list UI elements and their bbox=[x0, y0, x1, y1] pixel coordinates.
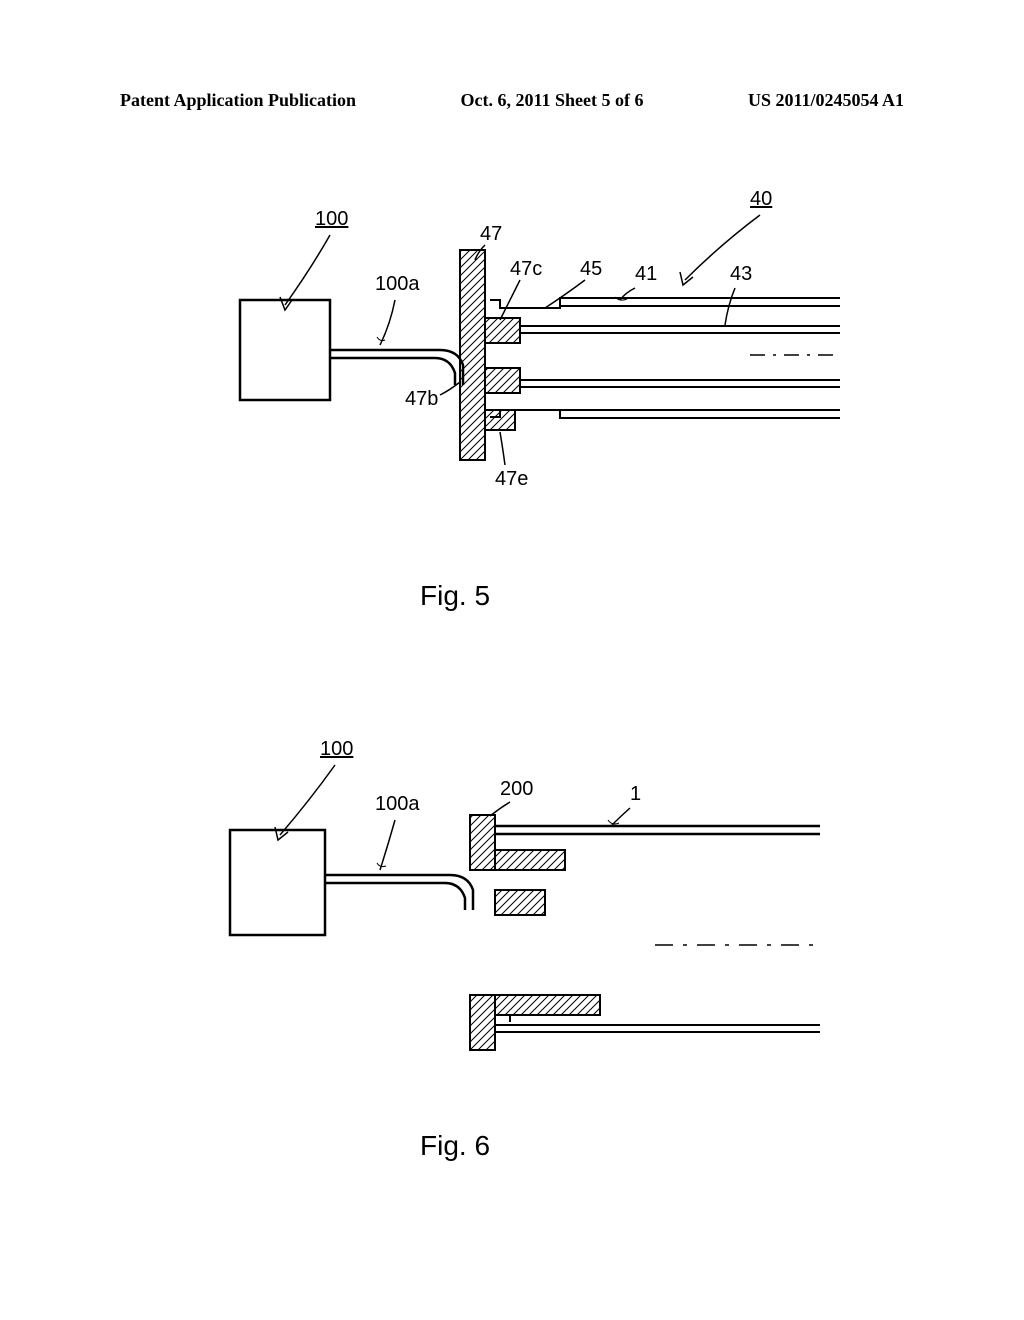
tube-41-bot bbox=[490, 410, 840, 418]
label-100: 100 bbox=[315, 208, 348, 230]
step-bot bbox=[495, 1015, 510, 1022]
leader-47e bbox=[500, 432, 505, 465]
connector-100a-inner-f6 bbox=[325, 883, 465, 910]
box-100-f6 bbox=[230, 830, 325, 935]
block-200-bot bbox=[495, 995, 600, 1015]
block-200-top bbox=[495, 850, 565, 870]
figure-5-svg: 100 100a 47 47c 45 41 43 40 bbox=[180, 180, 840, 580]
leader-47b bbox=[440, 382, 460, 395]
label-41: 41 bbox=[635, 263, 657, 285]
label-47: 47 bbox=[480, 223, 502, 245]
connector-100a-inner bbox=[330, 358, 455, 385]
figure-6: 100 100a 200 1 bbox=[200, 720, 820, 1120]
label-100a: 100a bbox=[375, 273, 420, 295]
label-47b: 47b bbox=[405, 388, 438, 410]
leader-100-f6 bbox=[280, 765, 335, 835]
box-100 bbox=[240, 300, 330, 400]
label-1: 1 bbox=[630, 783, 641, 805]
connector-100a-f6 bbox=[325, 875, 473, 910]
header-center: Oct. 6, 2011 Sheet 5 of 6 bbox=[461, 90, 644, 111]
label-47c: 47c bbox=[510, 258, 542, 280]
block-47c bbox=[485, 318, 520, 343]
leader-1 bbox=[612, 808, 630, 825]
plate-47 bbox=[460, 250, 485, 460]
block-inner bbox=[495, 890, 545, 915]
leader-100a-f6 bbox=[380, 820, 395, 870]
leader-100 bbox=[285, 235, 330, 305]
label-200: 200 bbox=[500, 778, 533, 800]
connector-100a bbox=[330, 350, 463, 385]
figure-6-svg: 100 100a 200 1 bbox=[200, 720, 820, 1120]
plate-200-bot bbox=[470, 995, 495, 1050]
header-right: US 2011/0245054 A1 bbox=[748, 90, 904, 111]
label-40: 40 bbox=[750, 188, 772, 210]
leader-200 bbox=[490, 802, 510, 816]
page-header: Patent Application Publication Oct. 6, 2… bbox=[0, 90, 1024, 111]
label-45: 45 bbox=[580, 258, 602, 280]
header-left: Patent Application Publication bbox=[120, 90, 356, 111]
label-100-f6: 100 bbox=[320, 738, 353, 760]
figure-5: 100 100a 47 47c 45 41 43 40 bbox=[180, 180, 840, 580]
block-47b bbox=[485, 368, 520, 393]
label-43: 43 bbox=[730, 263, 752, 285]
figure-5-label: Fig. 5 bbox=[420, 580, 490, 612]
label-47e: 47e bbox=[495, 468, 528, 490]
leader-100a bbox=[380, 300, 395, 345]
leader-45 bbox=[545, 280, 585, 308]
plate-200-top bbox=[470, 815, 495, 870]
figure-6-label: Fig. 6 bbox=[420, 1130, 490, 1162]
label-100a-f6: 100a bbox=[375, 793, 420, 815]
leader-47c bbox=[500, 280, 520, 320]
